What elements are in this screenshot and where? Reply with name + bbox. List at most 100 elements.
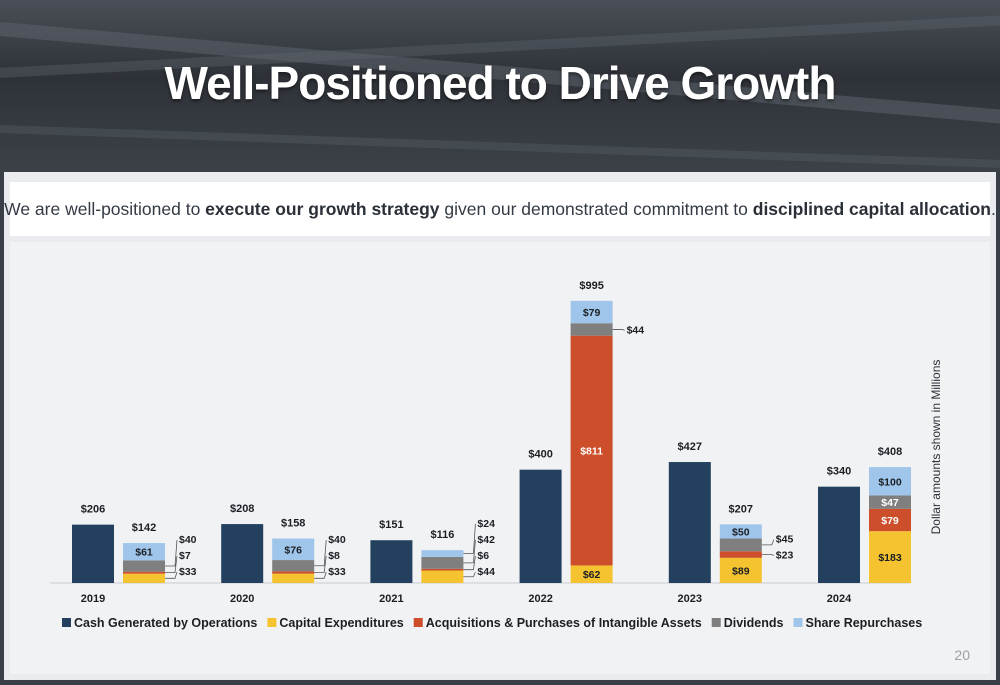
legend-swatch-rep	[793, 618, 803, 627]
data-label-total: $142	[132, 522, 156, 534]
leader-line	[463, 555, 476, 571]
data-label-div: $40	[328, 534, 346, 546]
background-beam	[0, 125, 1000, 170]
data-label-cash: $427	[678, 441, 702, 453]
leader-line	[314, 571, 327, 579]
leader-line	[612, 329, 625, 331]
bar-acq	[570, 335, 613, 566]
bar-cash	[72, 524, 114, 583]
data-label-div: $47	[881, 497, 899, 509]
data-label-cash: $400	[528, 449, 552, 461]
bar-capex	[570, 565, 613, 583]
x-tick-label: 2020	[230, 593, 254, 605]
x-tick-label: 2023	[678, 593, 702, 605]
bar-cash	[519, 469, 562, 583]
bar-capex	[719, 557, 762, 583]
data-label-div: $45	[776, 534, 794, 546]
data-label-div: $40	[179, 534, 197, 546]
data-label-acq: $79	[881, 515, 899, 527]
bar-rep	[719, 524, 762, 539]
data-label-cash: $208	[230, 503, 254, 515]
x-tick-label: 2022	[528, 593, 552, 605]
bar-div	[570, 323, 613, 336]
data-label-rep: $61	[135, 547, 153, 559]
data-label-div: $44	[627, 324, 645, 336]
data-label-rep: $79	[583, 307, 601, 319]
subtitle-box: We are well-positioned to execute our gr…	[4, 182, 996, 236]
leader-line	[463, 523, 476, 554]
leader-line	[165, 539, 178, 567]
leader-line	[165, 571, 178, 579]
header-banner: Well-Positioned to Drive Growth	[0, 0, 1000, 170]
page-number: 20	[954, 647, 970, 663]
bar-rep	[869, 467, 911, 496]
data-label-capex: $89	[732, 565, 750, 577]
data-label-total: $207	[729, 503, 753, 515]
subtitle-text: We are well-positioned to execute our gr…	[4, 199, 996, 220]
subtitle-emphasis: execute our growth strategy	[205, 198, 440, 219]
bar-cash	[221, 524, 264, 583]
data-label-total: $158	[281, 518, 305, 530]
legend-label-rep: Share Repurchases	[805, 616, 922, 630]
slide-title: Well-Positioned to Drive Growth	[164, 57, 837, 109]
leader-line	[314, 539, 327, 567]
legend-swatch-div	[711, 618, 721, 627]
bar-rep	[421, 550, 464, 557]
legend-swatch-cash	[62, 618, 71, 627]
bar-acq	[421, 568, 464, 571]
bar-div	[719, 538, 762, 552]
leader-line	[761, 539, 775, 546]
subtitle-part: given our demonstrated commitment to	[439, 198, 753, 219]
bar-cash	[818, 486, 860, 583]
bar-acq	[123, 571, 165, 574]
bar-acq	[719, 551, 762, 558]
bar-capex	[869, 531, 911, 583]
legend-swatch-capex	[267, 618, 277, 627]
data-label-rep: $24	[477, 518, 495, 530]
data-label-total: $116	[430, 529, 454, 541]
data-label-acq: $811	[580, 446, 603, 458]
bar-div	[272, 560, 315, 572]
legend-label-acq: Acquisitions & Purchases of Intangible A…	[426, 616, 702, 630]
subtitle-part: .	[991, 198, 996, 219]
data-label-cash: $206	[81, 504, 105, 516]
legend-swatch-acq	[413, 618, 423, 627]
bar-rep	[272, 538, 315, 561]
x-tick-label: 2024	[827, 593, 852, 605]
data-label-capex: $33	[328, 566, 346, 578]
data-label-cash: $340	[827, 466, 851, 478]
bar-chart: $206 $142 $61 $33 $7 $40 2019 $208 $158 $76 $33 $8 $…	[50, 280, 943, 630]
legend-label-div: Dividends	[724, 616, 784, 630]
data-label-acq: $8	[328, 550, 340, 562]
data-label-rep: $100	[878, 476, 902, 488]
bar-div	[123, 560, 165, 572]
x-tick-label: 2021	[379, 593, 403, 605]
leader-line	[463, 571, 476, 578]
subtitle-emphasis: disciplined capital allocation	[752, 198, 991, 219]
data-label-capex: $33	[179, 566, 197, 578]
bar-rep	[123, 543, 165, 561]
bar-cash	[370, 540, 413, 583]
data-label-cash: $151	[379, 519, 403, 531]
bar-div	[421, 556, 464, 569]
y-axis-label: Dollar amounts shown in Millions	[929, 360, 943, 535]
bar-div	[869, 495, 911, 509]
bar-capex	[272, 573, 315, 583]
bar-rep	[570, 300, 613, 324]
data-label-capex: $62	[583, 569, 601, 581]
bar-acq	[272, 571, 315, 574]
bar-capex	[123, 573, 165, 583]
data-label-acq: $23	[776, 550, 794, 562]
x-tick-label: 2019	[81, 593, 105, 605]
bar-cash	[668, 462, 711, 583]
leader-line	[761, 554, 774, 556]
data-label-rep: $76	[284, 544, 302, 556]
legend-label-cash: Cash Generated by Operations	[74, 616, 257, 630]
bar-acq	[869, 508, 911, 532]
leader-line	[165, 555, 178, 574]
data-label-total: $408	[878, 446, 902, 458]
data-label-rep: $50	[732, 526, 750, 538]
data-label-capex: $183	[878, 552, 902, 564]
data-label-total: $995	[579, 280, 603, 292]
leader-line	[463, 539, 476, 564]
